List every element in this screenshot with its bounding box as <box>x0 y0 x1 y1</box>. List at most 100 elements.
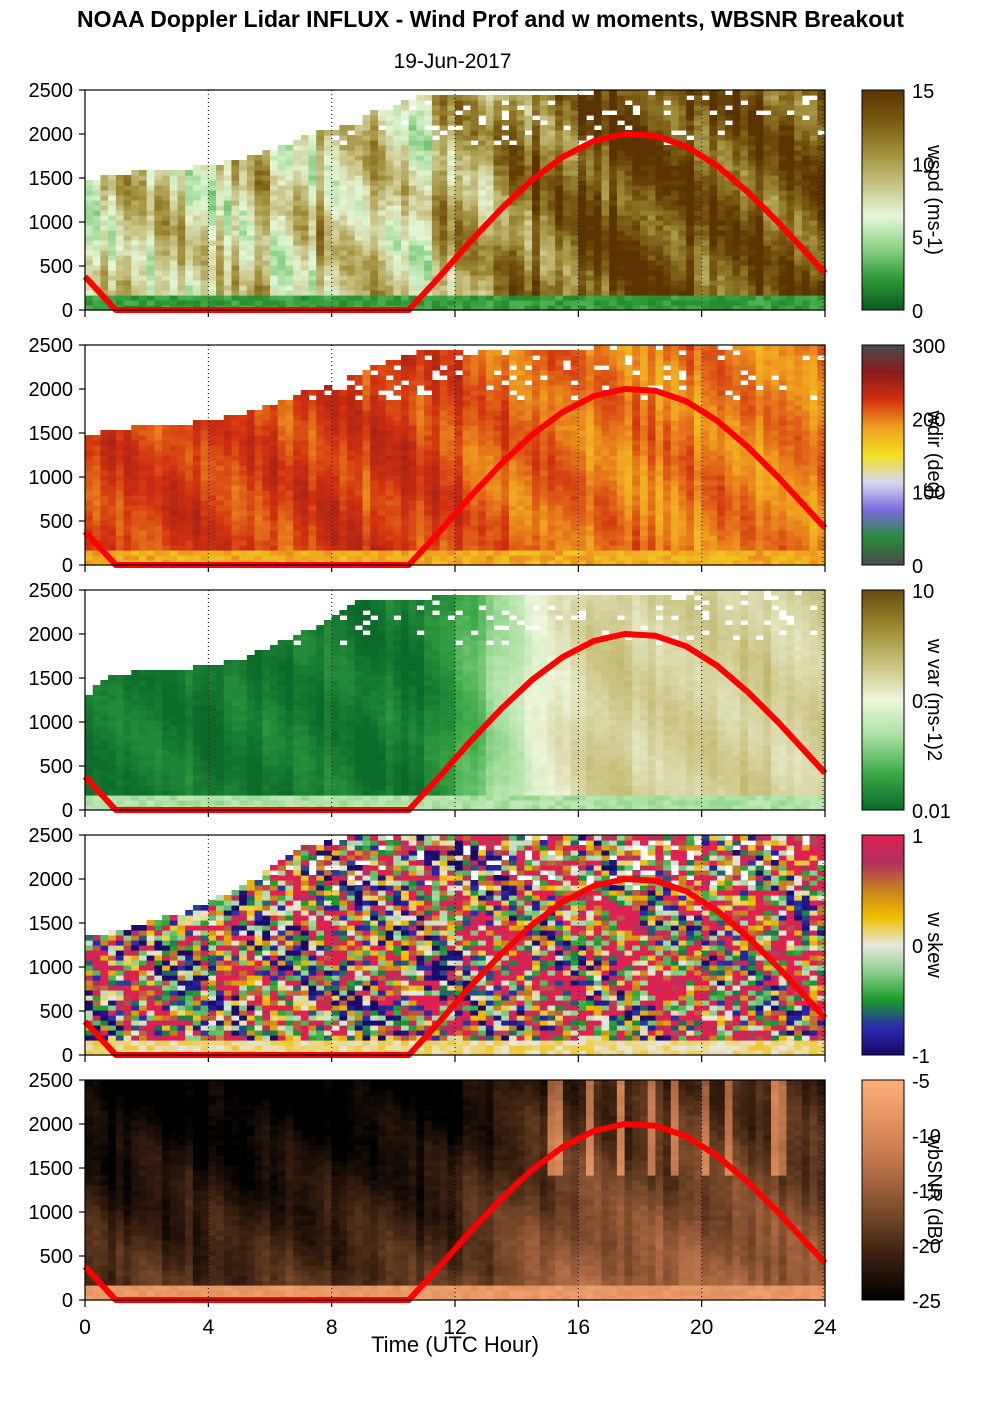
heatmap-cell <box>177 545 186 551</box>
heatmap-cell <box>300 150 310 156</box>
heatmap-cell <box>562 215 572 221</box>
heatmap-cell <box>539 235 549 241</box>
heatmap-cell <box>192 210 202 216</box>
heatmap-cell <box>177 270 186 276</box>
heatmap-cell <box>485 115 495 121</box>
heatmap-cell <box>108 265 117 271</box>
heatmap-cell <box>385 455 394 461</box>
heatmap-cell <box>293 295 302 301</box>
heatmap-cell <box>616 270 626 276</box>
heatmap-cell <box>817 150 826 156</box>
heatmap-cell <box>547 305 556 311</box>
heatmap-cell <box>370 395 379 401</box>
heatmap-cell <box>100 235 109 241</box>
heatmap-cell <box>200 175 209 181</box>
heatmap-cell <box>586 215 595 221</box>
heatmap-cell <box>555 245 564 251</box>
heatmap-cell <box>817 185 826 191</box>
heatmap-cell <box>208 260 217 266</box>
heatmap-cell <box>616 225 626 231</box>
heatmap-cell <box>115 465 125 471</box>
heatmap-cell <box>200 470 209 476</box>
heatmap-cell <box>724 265 734 271</box>
heatmap-cell <box>508 300 518 306</box>
heatmap-cell <box>262 530 271 536</box>
heatmap-cell <box>262 510 271 516</box>
heatmap-cell <box>763 285 772 291</box>
heatmap-cell <box>562 160 572 166</box>
heatmap-cell <box>293 535 302 541</box>
heatmap-cell <box>693 90 703 96</box>
heatmap-cell <box>771 260 780 266</box>
heatmap-cell <box>169 175 179 181</box>
heatmap-cell <box>354 520 364 526</box>
heatmap-cell <box>246 250 256 256</box>
heatmap-cell <box>416 195 425 201</box>
heatmap-cell <box>154 215 163 221</box>
heatmap-cell <box>416 270 425 276</box>
heatmap-cell <box>447 165 456 171</box>
heatmap-cell <box>354 295 364 301</box>
heatmap-cell <box>323 140 333 146</box>
heatmap-cell <box>586 280 595 286</box>
heatmap-cell <box>200 240 209 246</box>
heatmap-cell <box>562 280 572 286</box>
heatmap-cell <box>755 150 764 156</box>
heatmap-cell <box>131 475 140 481</box>
heatmap-cell <box>293 485 302 491</box>
heatmap-cell <box>539 265 549 271</box>
heatmap-cell <box>462 165 472 171</box>
heatmap-cell <box>293 170 302 176</box>
heatmap-cell <box>747 115 757 121</box>
heatmap-cell <box>308 470 317 476</box>
heatmap-cell <box>262 520 271 526</box>
heatmap-cell <box>562 185 572 191</box>
heatmap-cell <box>285 185 294 191</box>
heatmap-cell <box>231 240 240 246</box>
heatmap-cell <box>709 270 718 276</box>
heatmap-cell <box>493 95 502 101</box>
heatmap-cell <box>655 170 664 176</box>
heatmap-cell <box>154 495 163 501</box>
heatmap-cell <box>354 190 364 196</box>
heatmap-cell <box>339 520 348 526</box>
heatmap-cell <box>647 120 657 126</box>
heatmap-cell <box>331 190 340 196</box>
heatmap-cell <box>624 200 633 206</box>
heatmap-cell <box>154 440 163 446</box>
heatmap-cell <box>786 285 795 291</box>
heatmap-cell <box>293 475 302 481</box>
heatmap-cell <box>92 305 102 311</box>
heatmap-cell <box>162 550 171 556</box>
heatmap-cell <box>308 250 317 256</box>
heatmap-cell <box>747 280 757 286</box>
heatmap-cell <box>254 250 263 256</box>
heatmap-cell <box>277 260 287 266</box>
heatmap-cell <box>231 255 240 261</box>
heatmap-cell <box>123 265 132 271</box>
heatmap-cell <box>462 250 472 256</box>
heatmap-cell <box>131 520 140 526</box>
heatmap-cell <box>239 235 248 241</box>
heatmap-cell <box>393 485 402 491</box>
heatmap-cell <box>686 130 695 136</box>
heatmap-cell <box>401 175 410 181</box>
heatmap-cell <box>377 220 387 226</box>
heatmap-cell <box>586 285 595 291</box>
heatmap-cell <box>223 205 233 211</box>
heatmap-cell <box>462 100 472 106</box>
heatmap-cell <box>455 115 464 121</box>
heatmap-cell <box>686 185 695 191</box>
heatmap-cell <box>146 445 155 451</box>
heatmap-cell <box>146 220 155 226</box>
heatmap-cell <box>370 270 379 276</box>
heatmap-cell <box>578 185 587 191</box>
heatmap-cell <box>678 165 687 171</box>
heatmap-cell <box>200 275 209 281</box>
heatmap-cell <box>277 490 287 496</box>
heatmap-cell <box>401 510 410 516</box>
heatmap-cell <box>578 195 587 201</box>
heatmap-cell <box>339 540 348 546</box>
heatmap-cell <box>231 515 240 521</box>
heatmap-cell <box>755 95 764 101</box>
